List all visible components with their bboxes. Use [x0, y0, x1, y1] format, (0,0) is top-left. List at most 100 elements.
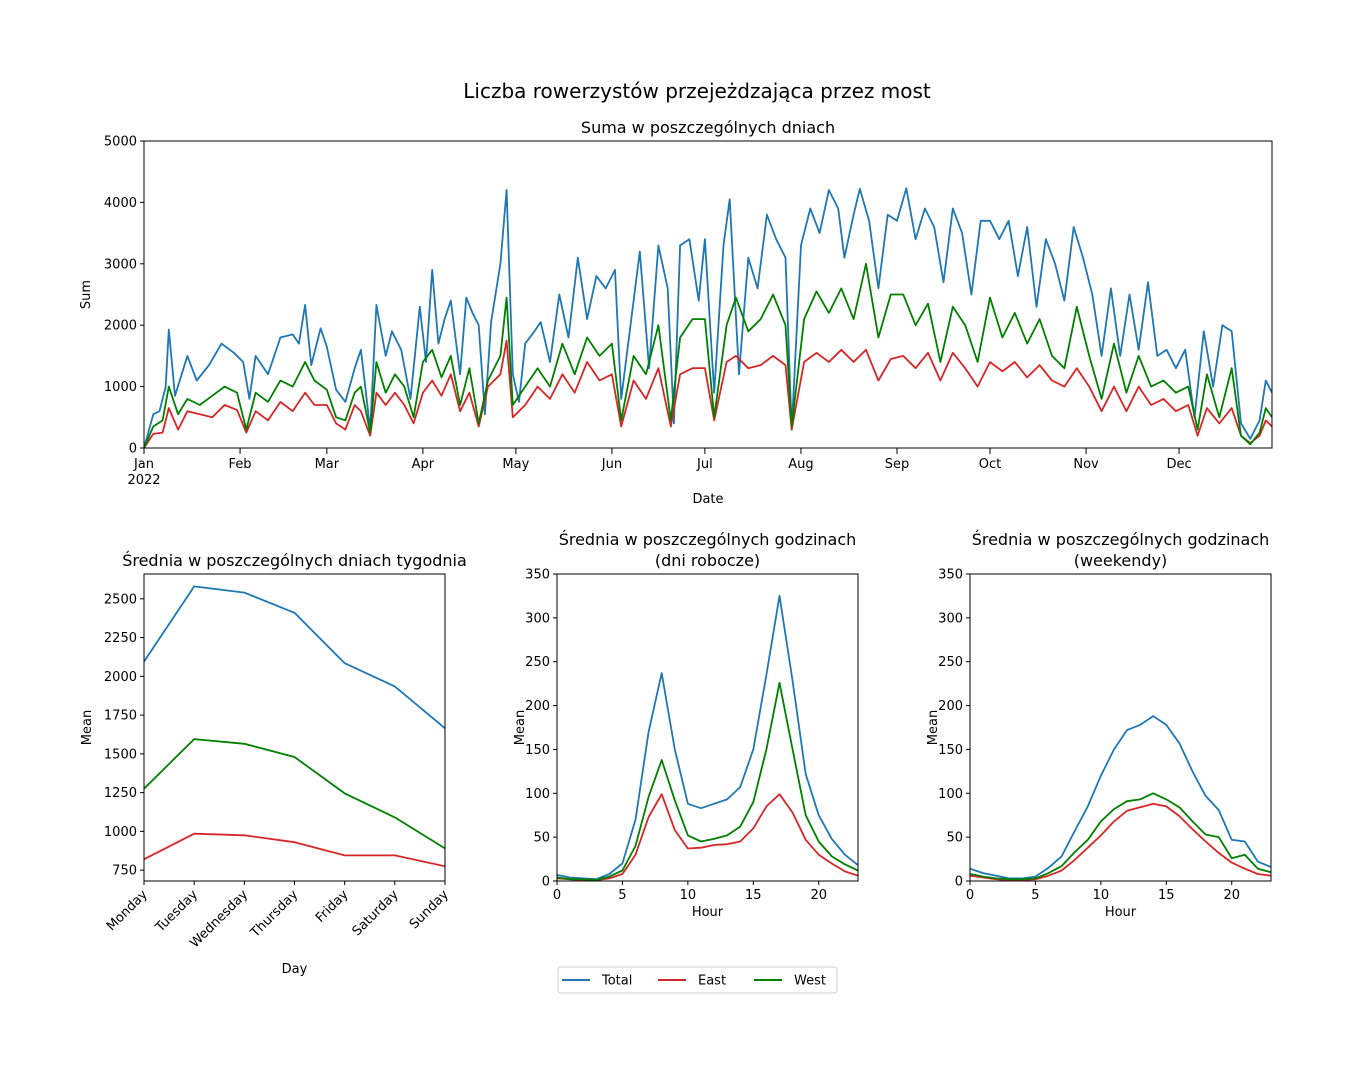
series-group — [144, 187, 1272, 448]
y-tick-label: 350 — [525, 568, 550, 583]
y-tick-label: 150 — [938, 743, 963, 758]
chart-panel-hourly-weekdays: 0 50 100 150 200 250 300 350 0 5 10 15 20 Średnia w p… — [513, 530, 859, 920]
y-tick-label: 150 — [525, 743, 550, 758]
series-line-east — [144, 339, 1272, 448]
series-group — [144, 585, 445, 868]
x-tick-label: Jan — [133, 457, 154, 472]
x-tick-label: 15 — [745, 888, 762, 903]
panel-subtitle: (weekendy) — [1074, 551, 1168, 570]
series-line-west — [144, 738, 445, 850]
y-tick-label: 250 — [525, 655, 550, 670]
x-tick-label: Oct — [979, 457, 1001, 472]
y-tick-label: 0 — [129, 442, 137, 457]
x-tick-label: 5 — [1031, 888, 1039, 903]
panel-title: Średnia w poszczególnych godzinach — [559, 530, 857, 549]
series-group — [557, 595, 858, 881]
panel-title: Średnia w poszczególnych dniach tygodnia — [122, 551, 467, 570]
y-tick-label: 2000 — [104, 670, 137, 685]
x-tick-label: Thursday — [247, 887, 301, 941]
series-line-east — [970, 802, 1271, 881]
x-tick-label: 20 — [810, 888, 827, 903]
x-axis-label: Hour — [692, 905, 724, 920]
x-tick-label: 10 — [1093, 888, 1110, 903]
y-tick-label: 2250 — [104, 631, 137, 646]
y-tick-label: 350 — [938, 568, 963, 583]
x-tick-label: Mar — [315, 457, 340, 472]
y-tick-label: 4000 — [104, 196, 137, 211]
y-axis-label: Mean — [80, 710, 95, 745]
series-line-west — [970, 792, 1271, 881]
plot-frame — [143, 140, 1273, 449]
x-tick-label: 0 — [966, 888, 974, 903]
panel-title: Średnia w poszczególnych godzinach — [972, 530, 1270, 549]
y-tick-label: 3000 — [104, 257, 137, 272]
y-tick-label: 1000 — [104, 380, 137, 395]
legend-frame — [557, 966, 838, 994]
x-tick-label: 0 — [553, 888, 561, 903]
legend-label-east: East — [698, 974, 726, 989]
x-tick-sublabel: 2022 — [127, 473, 160, 488]
x-tick-label: Feb — [229, 457, 252, 472]
y-tick-label: 1750 — [104, 709, 137, 724]
x-tick-label: Tuesday — [152, 887, 201, 936]
x-tick-label: 5 — [618, 888, 626, 903]
y-tick-label: 2000 — [104, 319, 137, 334]
x-tick-label: May — [502, 457, 529, 472]
panel-subtitle: (dni robocze) — [655, 551, 760, 570]
chart-panel-hourly-weekends: 0 50 100 150 200 250 300 350 0 5 10 15 20 Średnia w p… — [926, 530, 1272, 920]
x-tick-label: Monday — [104, 887, 151, 934]
y-tick-label: 0 — [955, 875, 963, 890]
plot-frame — [969, 573, 1272, 882]
y-tick-label: 50 — [533, 831, 550, 846]
x-tick-label: 20 — [1223, 888, 1240, 903]
x-tick-label: 15 — [1158, 888, 1175, 903]
y-tick-label: 750 — [112, 864, 137, 879]
y-tick-label: 200 — [938, 699, 963, 714]
x-tick-label: Apr — [412, 457, 435, 472]
series-line-total — [970, 715, 1271, 880]
y-tick-label: 100 — [938, 787, 963, 802]
x-axis-label: Day — [282, 962, 308, 977]
y-tick-label: 1000 — [104, 825, 137, 840]
x-tick-label: Nov — [1073, 457, 1099, 472]
y-tick-label: 250 — [938, 655, 963, 670]
y-tick-label: 1250 — [104, 786, 137, 801]
x-tick-label: Dec — [1166, 457, 1191, 472]
x-tick-label: Sunday — [407, 887, 452, 932]
x-axis-label: Date — [692, 492, 723, 507]
y-tick-label: 100 — [525, 787, 550, 802]
y-tick-label: 200 — [525, 699, 550, 714]
x-tick-label: Saturday — [350, 887, 402, 939]
y-tick-label: 1500 — [104, 747, 137, 762]
series-line-west — [144, 262, 1272, 448]
series-line-total — [144, 585, 445, 729]
series-line-total — [144, 187, 1272, 448]
series-group — [970, 715, 1271, 881]
x-tick-label: Sep — [885, 457, 910, 472]
y-axis-label: Mean — [926, 710, 941, 745]
y-axis-label: Sum — [79, 280, 94, 309]
y-tick-label: 0 — [542, 875, 550, 890]
x-tick-label: Jun — [601, 457, 622, 472]
legend-label-total: Total — [601, 974, 632, 989]
series-line-east — [557, 793, 858, 881]
series-line-total — [557, 595, 858, 881]
x-tick-label: Jul — [696, 457, 713, 472]
y-axis-label: Mean — [513, 710, 528, 745]
legend: Total East West — [557, 966, 838, 994]
x-tick-label: Friday — [313, 887, 352, 926]
plot-frame — [143, 573, 446, 882]
y-tick-label: 5000 — [104, 135, 137, 150]
figure-suptitle: Liczba rowerzystów przejeżdzająca przez … — [463, 79, 931, 103]
series-line-west — [557, 681, 858, 881]
series-line-east — [144, 832, 445, 868]
y-tick-label: 300 — [525, 611, 550, 626]
x-tick-label: Aug — [788, 457, 813, 472]
y-tick-label: 300 — [938, 611, 963, 626]
panel-title: Suma w poszczególnych dniach — [581, 118, 835, 137]
legend-label-west: West — [794, 974, 826, 989]
y-tick-label: 50 — [946, 831, 963, 846]
y-tick-label: 2500 — [104, 592, 137, 607]
